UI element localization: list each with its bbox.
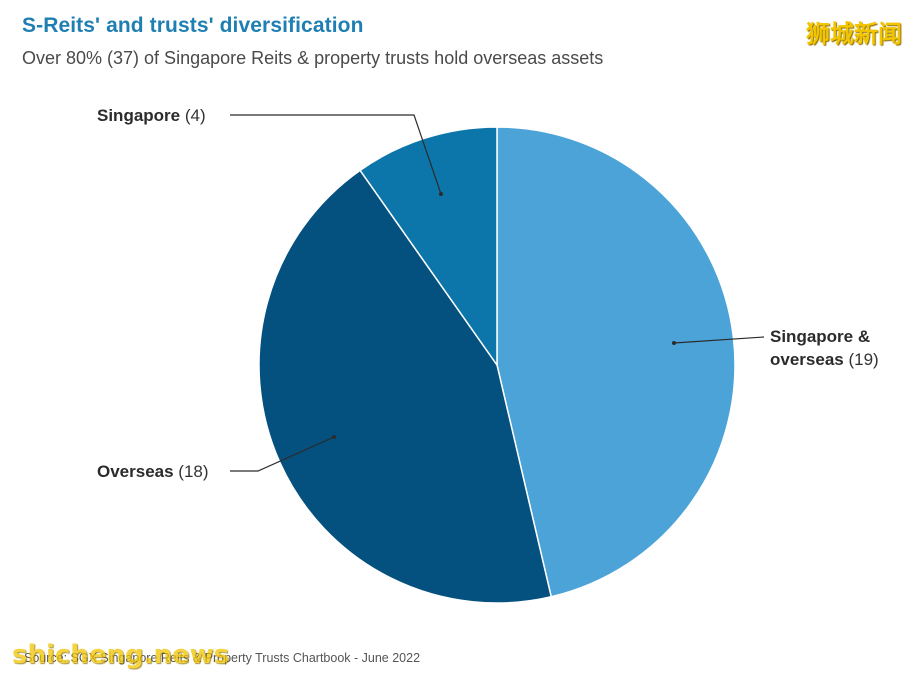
pie-slice-singapore-and-overseas <box>496 126 736 598</box>
slice-label-name: Singapore & <box>770 327 870 346</box>
source-note: Source: SGX Singapore Reits & Property T… <box>24 651 421 665</box>
pie-slice-overseas <box>258 169 553 604</box>
chart-subtitle: Over 80% (37) of Singapore Reits & prope… <box>22 48 604 68</box>
brand-watermark: 狮城新闻 <box>806 20 902 48</box>
slice-label-name: Overseas <box>97 462 174 481</box>
site-watermark: shicheng.news <box>12 640 230 670</box>
leader-dot-overseas <box>332 435 336 439</box>
slice-label-name: Singapore <box>97 106 180 125</box>
leader-line-overseas <box>230 436 335 472</box>
slice-label-value: (19) <box>844 350 879 369</box>
pie-slices <box>258 126 736 604</box>
pie-slice-singapore <box>359 126 498 368</box>
leader-line-singapore <box>230 114 442 195</box>
leader-dot-singapore-and-overseas <box>672 341 676 345</box>
slice-label-overseas: Overseas (18) <box>97 462 209 481</box>
leader-lines <box>230 114 765 472</box>
chart-title: S-Reits' and trusts' diversification <box>22 14 364 37</box>
slice-label-singapore-and-overseas: Singapore & overseas (19) <box>770 327 879 369</box>
slice-label-singapore: Singapore (4) <box>97 106 206 125</box>
slice-labels: Singapore & overseas (19) Overseas (18) Sin… <box>97 106 879 481</box>
slice-label-value: (18) <box>174 462 209 481</box>
leader-dot-singapore <box>439 192 443 196</box>
slice-label-value: (4) <box>180 106 206 125</box>
slice-label-name: overseas <box>770 350 844 369</box>
leader-line-singapore-and-overseas <box>673 336 765 344</box>
